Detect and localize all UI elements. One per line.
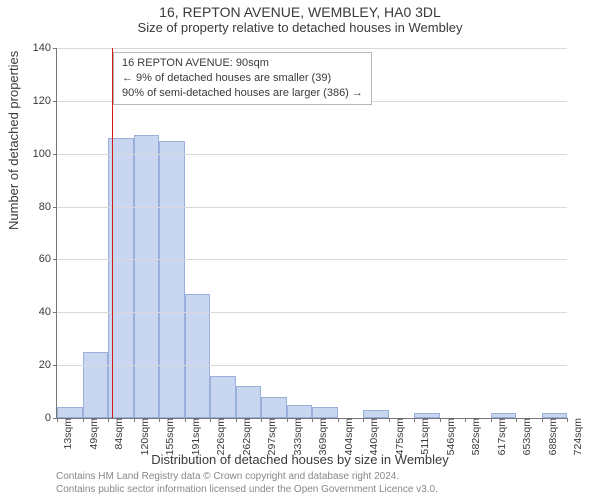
ytick-label: 80 — [21, 201, 57, 213]
xtick-label: 440sqm — [366, 418, 380, 455]
x-axis-label: Distribution of detached houses by size … — [0, 452, 600, 467]
xtick-mark — [134, 418, 135, 422]
footer-line: Contains HM Land Registry data © Crown c… — [56, 471, 438, 484]
histogram-bar — [57, 407, 83, 418]
xtick-mark — [185, 418, 186, 422]
xtick-label: 155sqm — [162, 418, 176, 455]
title-address: 16, REPTON AVENUE, WEMBLEY, HA0 3DL — [0, 0, 600, 20]
xtick-mark — [312, 418, 313, 422]
xtick-label: 191sqm — [188, 418, 202, 455]
xtick-label: 653sqm — [519, 418, 533, 455]
xtick-label: 297sqm — [264, 418, 278, 455]
xtick-label: 226sqm — [213, 418, 227, 455]
xtick-mark — [465, 418, 466, 422]
xtick-mark — [287, 418, 288, 422]
xtick-label: 546sqm — [443, 418, 457, 455]
xtick-label: 511sqm — [417, 418, 431, 455]
histogram-bar — [363, 410, 389, 418]
xtick-label: 49sqm — [86, 418, 100, 450]
ytick-label: 60 — [21, 253, 57, 265]
xtick-mark — [338, 418, 339, 422]
legend-line: 90% of semi-detached houses are larger (… — [122, 86, 363, 101]
gridline — [57, 259, 567, 260]
footer-attribution: Contains HM Land Registry data © Crown c… — [56, 471, 438, 496]
xtick-label: 475sqm — [392, 418, 406, 455]
xtick-mark — [57, 418, 58, 422]
y-axis-label: Number of detached properties — [6, 51, 21, 230]
xtick-mark — [542, 418, 543, 422]
xtick-label: 333sqm — [290, 418, 304, 455]
histogram-bar — [287, 405, 313, 418]
xtick-mark — [389, 418, 390, 422]
footer-line: Contains public sector information licen… — [56, 484, 438, 497]
histogram-bar — [83, 352, 109, 418]
xtick-mark — [210, 418, 211, 422]
xtick-label: 404sqm — [341, 418, 355, 455]
histogram-bar — [261, 397, 287, 418]
histogram-bar — [312, 407, 338, 418]
histogram-bar — [159, 141, 185, 419]
xtick-label: 688sqm — [545, 418, 559, 455]
xtick-mark — [414, 418, 415, 422]
xtick-mark — [363, 418, 364, 422]
xtick-label: 369sqm — [315, 418, 329, 455]
histogram-bar — [236, 386, 262, 418]
xtick-mark — [236, 418, 237, 422]
xtick-mark — [491, 418, 492, 422]
ytick-label: 20 — [21, 359, 57, 371]
legend-line: ← 9% of detached houses are smaller (39) — [122, 71, 363, 86]
title-subtitle: Size of property relative to detached ho… — [0, 20, 600, 37]
ytick-label: 100 — [21, 148, 57, 160]
gridline — [57, 207, 567, 208]
gridline — [57, 154, 567, 155]
xtick-mark — [108, 418, 109, 422]
xtick-label: 84sqm — [111, 418, 125, 450]
xtick-label: 13sqm — [60, 418, 74, 450]
xtick-mark — [567, 418, 568, 422]
xtick-label: 262sqm — [239, 418, 253, 455]
histogram-bar — [210, 376, 236, 418]
xtick-mark — [516, 418, 517, 422]
legend-line: 16 REPTON AVENUE: 90sqm — [122, 56, 363, 71]
ytick-label: 0 — [21, 412, 57, 424]
xtick-mark — [440, 418, 441, 422]
gridline — [57, 48, 567, 49]
xtick-label: 724sqm — [570, 418, 584, 455]
gridline — [57, 312, 567, 313]
ytick-label: 40 — [21, 306, 57, 318]
ytick-label: 120 — [21, 95, 57, 107]
xtick-label: 582sqm — [468, 418, 482, 455]
gridline — [57, 365, 567, 366]
xtick-label: 120sqm — [137, 418, 151, 455]
xtick-mark — [261, 418, 262, 422]
xtick-mark — [159, 418, 160, 422]
ytick-label: 140 — [21, 42, 57, 54]
xtick-mark — [83, 418, 84, 422]
legend-box: 16 REPTON AVENUE: 90sqm ← 9% of detached… — [113, 52, 372, 105]
xtick-label: 617sqm — [494, 418, 508, 455]
histogram-bar — [134, 135, 160, 418]
